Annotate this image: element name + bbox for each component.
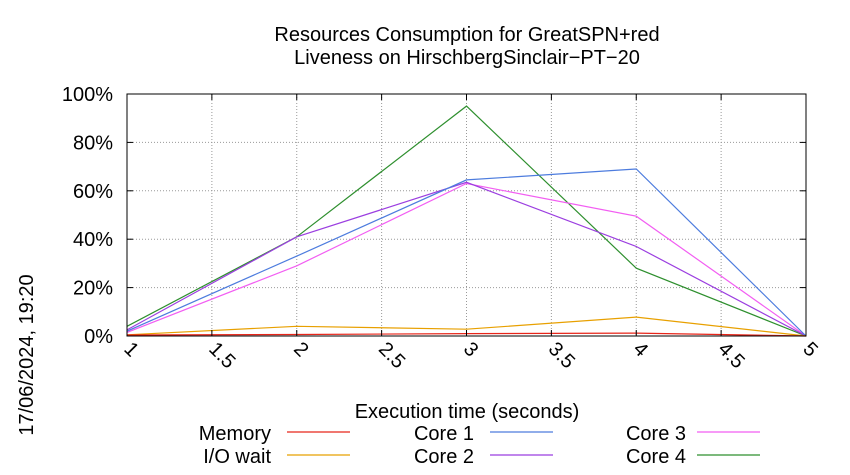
timestamp: 17/06/2024, 19:20 xyxy=(16,274,38,435)
series-line-core-4 xyxy=(126,105,807,337)
y-tick-label: 80% xyxy=(73,132,113,154)
x-tick-label: 5 xyxy=(798,338,821,361)
y-tick-label: 60% xyxy=(73,181,113,203)
x-axis-label: Execution time (seconds) xyxy=(355,401,580,423)
x-tick-label: 3.5 xyxy=(544,338,579,373)
x-tick-label: 3 xyxy=(459,338,482,361)
x-tick-label: 1.5 xyxy=(204,338,239,373)
x-tick-labels: 1 1.5 2 2.5 3 3.5 4 4.5 5 xyxy=(119,94,822,373)
series-line-core-2 xyxy=(126,181,807,337)
y-tick-label: 20% xyxy=(73,278,113,300)
legend-label: I/O wait xyxy=(203,446,271,468)
legend-label: Core 1 xyxy=(414,423,474,445)
series-line-core-1 xyxy=(126,168,807,337)
x-tick-label: 4.5 xyxy=(714,338,749,373)
y-tick-label: 40% xyxy=(73,229,113,251)
legend-label: Core 2 xyxy=(414,446,474,468)
chart-subtitle: Liveness on HirschbergSinclair−PT−20 xyxy=(294,47,640,69)
x-tick-label: 2 xyxy=(289,338,312,361)
series-line-i-o-wait xyxy=(126,316,807,337)
series-line-core-3 xyxy=(126,182,807,337)
grid-lines xyxy=(127,94,806,336)
legend-label: Memory xyxy=(199,423,271,445)
series-lines xyxy=(126,105,807,337)
x-tick-label: 1 xyxy=(119,338,142,361)
y-tick-labels: 0% 20% 40% 60% 80% 100% xyxy=(62,84,806,348)
legend-label: Core 4 xyxy=(626,446,686,468)
legend-label: Core 3 xyxy=(626,423,686,445)
chart-title: Resources Consumption for GreatSPN+red xyxy=(274,24,659,46)
x-tick-label: 4 xyxy=(629,338,652,361)
y-tick-label: 0% xyxy=(84,326,113,348)
y-tick-label: 100% xyxy=(62,84,113,106)
x-tick-label: 2.5 xyxy=(374,338,409,373)
